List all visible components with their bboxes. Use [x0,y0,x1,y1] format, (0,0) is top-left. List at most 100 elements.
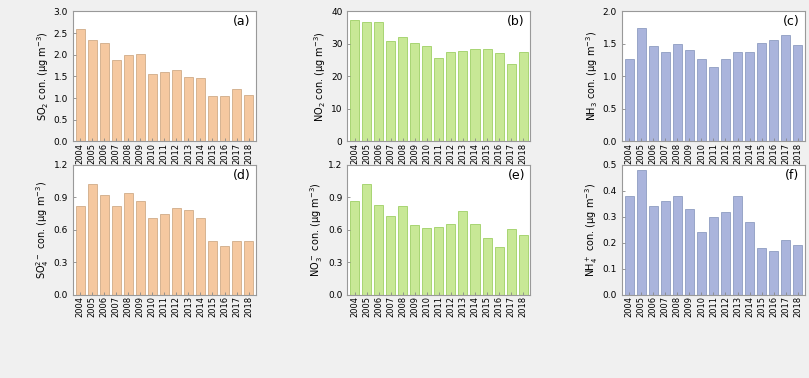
Y-axis label: NH$_3$ con. (μg m$^{-3}$): NH$_3$ con. (μg m$^{-3}$) [584,31,600,121]
Bar [661,52,670,141]
Bar [112,206,121,295]
Bar [136,54,145,141]
Bar [148,218,157,295]
Bar [208,96,217,141]
Bar [673,196,682,295]
Bar [459,211,468,295]
Bar [781,240,790,295]
Bar [471,49,480,141]
Bar [471,225,480,295]
Text: (f): (f) [786,169,799,182]
Bar [494,247,504,295]
Bar [422,228,431,295]
Bar [769,40,778,141]
Bar [721,212,730,295]
Bar [709,217,718,295]
Bar [100,195,108,295]
Bar [172,208,181,295]
Bar [244,95,253,141]
Bar [184,210,193,295]
Y-axis label: NO$_2$ con. (μg m$^{-3}$): NO$_2$ con. (μg m$^{-3}$) [312,31,328,122]
Bar [649,206,658,295]
Bar [769,251,778,295]
Bar [196,218,205,295]
Bar [745,222,754,295]
Y-axis label: SO$_4^{2-}$ con. (μg m$^{-3}$): SO$_4^{2-}$ con. (μg m$^{-3}$) [34,181,51,279]
Bar [685,209,694,295]
Bar [506,64,515,141]
Bar [519,235,527,295]
Bar [447,225,455,295]
Bar [733,52,742,141]
Text: (e): (e) [507,169,525,182]
Bar [232,241,241,295]
Text: (b): (b) [507,15,525,28]
Bar [124,55,133,141]
Bar [447,52,455,141]
Bar [781,35,790,141]
Bar [374,22,383,141]
Bar [350,201,359,295]
Bar [434,58,443,141]
Bar [422,46,431,141]
Bar [482,239,492,295]
Bar [661,201,670,295]
Bar [398,37,407,141]
Bar [220,96,229,141]
Bar [506,229,515,295]
Bar [673,44,682,141]
Bar [208,241,217,295]
Bar [625,196,633,295]
Bar [87,40,96,141]
Bar [410,226,419,295]
Bar [100,43,108,141]
Bar [757,248,766,295]
Bar [793,245,803,295]
Bar [637,170,646,295]
Bar [220,246,229,295]
Bar [112,60,121,141]
Bar [87,184,96,295]
Bar [410,43,419,141]
Bar [184,77,193,141]
Bar [685,50,694,141]
Text: (a): (a) [233,15,250,28]
Bar [721,59,730,141]
Bar [709,67,718,141]
Bar [434,226,443,295]
Bar [519,52,527,141]
Bar [196,77,205,141]
Bar [160,71,169,141]
Bar [172,70,181,141]
Bar [148,74,157,141]
Bar [494,53,504,141]
Bar [160,214,169,295]
Bar [649,46,658,141]
Bar [124,193,133,295]
Bar [398,206,407,295]
Bar [350,20,359,141]
Bar [757,43,766,141]
Y-axis label: SO$_2$ con. (μg m$^{-3}$): SO$_2$ con. (μg m$^{-3}$) [35,32,51,121]
Y-axis label: NO$_3^-$ con. (μg m$^{-3}$): NO$_3^-$ con. (μg m$^{-3}$) [308,183,325,277]
Bar [793,45,803,141]
Bar [386,41,396,141]
Bar [625,59,633,141]
Bar [75,206,85,295]
Bar [637,28,646,141]
Bar [459,51,468,141]
Bar [697,59,706,141]
Bar [232,88,241,141]
Text: (c): (c) [783,15,799,28]
Bar [386,216,396,295]
Bar [745,52,754,141]
Bar [244,241,253,295]
Bar [374,205,383,295]
Bar [362,22,371,141]
Bar [75,29,85,141]
Y-axis label: NH$_4^+$ con. (μg m$^{-3}$): NH$_4^+$ con. (μg m$^{-3}$) [583,183,600,277]
Bar [733,196,742,295]
Bar [136,201,145,295]
Text: (d): (d) [233,169,250,182]
Bar [482,49,492,141]
